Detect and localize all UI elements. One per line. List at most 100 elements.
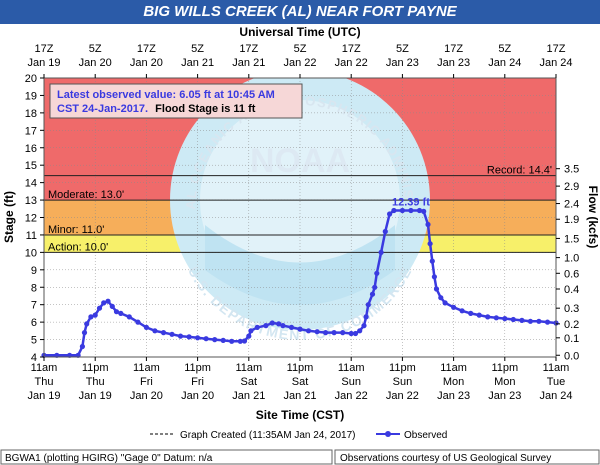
threshold-label: Record: 14.4' xyxy=(487,165,552,177)
footer-right-box xyxy=(334,449,600,465)
observed-point xyxy=(536,318,542,324)
observed-point xyxy=(331,330,337,336)
observed-point xyxy=(305,328,312,334)
footer-left-text: BGWA1 (plotting HGIRG) "Gage 0" Datum: n… xyxy=(5,453,213,464)
observed-point xyxy=(288,324,295,330)
observed-point xyxy=(352,330,359,337)
observed-point xyxy=(135,319,141,325)
observed-point xyxy=(203,336,209,342)
top-tick-label: Jan 19 xyxy=(27,57,60,69)
observed-point xyxy=(421,208,427,214)
left-tick-label: 6 xyxy=(31,317,37,329)
observed-point xyxy=(365,302,371,308)
observed-point xyxy=(476,312,482,318)
left-tick-label: 5 xyxy=(31,335,37,347)
observed-point xyxy=(391,207,397,214)
info-box-frame xyxy=(49,83,303,119)
observed-point xyxy=(378,249,384,255)
bottom-tick-label: Thu xyxy=(35,376,54,388)
observed-point xyxy=(297,326,303,332)
bottom-tick-label: Sat xyxy=(241,376,258,388)
bottom-tick-label: Jan 21 xyxy=(283,390,316,402)
observed-point xyxy=(96,305,103,311)
observed-point xyxy=(280,323,286,329)
observed-point xyxy=(519,317,525,323)
top-tick-label: Jan 22 xyxy=(283,57,316,69)
info-box-date: CST 24-Jan-2017. xyxy=(57,103,148,115)
bottom-tick-label: Fri xyxy=(191,376,204,388)
top-tick-label: 5Z xyxy=(89,43,102,55)
top-tick-label: Jan 21 xyxy=(181,57,214,69)
top-tick-label: 5Z xyxy=(396,43,409,55)
left-tick-label: 7 xyxy=(31,300,37,312)
observed-point xyxy=(459,308,465,314)
observed-point xyxy=(429,258,435,264)
info-box-line2: CST 24-Jan-2017. Flood Stage is 11 ft xyxy=(57,103,256,115)
observed-point xyxy=(374,270,380,276)
top-tick-label: Jan 24 xyxy=(488,57,521,69)
bottom-tick-label: 11am xyxy=(338,362,365,374)
observed-point xyxy=(254,324,260,330)
legend-observed-marker xyxy=(385,431,391,437)
right-tick-label: 1.9 xyxy=(564,214,579,226)
legend: Graph Created (11:35AM Jan 24, 2017) Obs… xyxy=(150,430,447,441)
bottom-tick-label: Jan 23 xyxy=(488,390,521,402)
observed-point xyxy=(195,335,201,341)
right-tick-label: 0.6 xyxy=(564,268,579,280)
left-tick-label: 15 xyxy=(25,160,37,172)
observed-point xyxy=(382,228,388,235)
bottom-tick-label: Jan 22 xyxy=(335,390,368,402)
bottom-tick-label: 11am xyxy=(543,362,570,374)
observed-point xyxy=(143,324,149,330)
observed-point xyxy=(84,321,90,327)
observed-point xyxy=(427,241,433,247)
footer-left-box xyxy=(0,449,333,465)
right-tick-label: 0.2 xyxy=(564,319,579,331)
observed-point xyxy=(113,309,120,315)
peak-value-label: 12.39 ft xyxy=(392,197,430,209)
observed-point xyxy=(399,207,405,214)
observed-point xyxy=(369,291,376,297)
observed-point xyxy=(177,333,184,339)
left-tick-label: 17 xyxy=(25,125,37,137)
bottom-tick-label: Thu xyxy=(86,376,105,388)
observed-point xyxy=(169,331,175,337)
observed-point xyxy=(269,320,275,326)
footer-right-text: Observations courtesy of US Geological S… xyxy=(340,453,551,464)
observed-point xyxy=(126,314,132,320)
top-tick-label: 17Z xyxy=(239,43,258,55)
top-tick-label: 5Z xyxy=(191,43,204,55)
bottom-tick-label: Jan 20 xyxy=(181,390,214,402)
observed-point xyxy=(493,315,499,321)
observed-point xyxy=(438,295,444,301)
observed-point xyxy=(502,316,508,322)
left-tick-label: 13 xyxy=(25,195,37,207)
observed-point xyxy=(212,337,218,343)
chart-title: BIG WILLS CREEK (AL) NEAR FORT PAYNE xyxy=(0,0,600,24)
left-tick-label: 19 xyxy=(25,90,37,102)
observed-point xyxy=(248,328,254,334)
top-tick-label: 17Z xyxy=(35,43,54,55)
bottom-tick-label: Jan 20 xyxy=(130,390,163,402)
bottom-tick-label: Sun xyxy=(393,376,413,388)
top-tick-label: 5Z xyxy=(294,43,307,55)
axes: 4 5 6 7 8 9 10 11 12 13 14 15 16 17 18 19 20 0.0 0.1 0.2 0.3… xyxy=(25,43,580,402)
observed-point xyxy=(510,316,516,323)
bottom-tick-label: 11am xyxy=(235,362,262,374)
observed-point xyxy=(101,300,107,306)
observed-point xyxy=(425,221,431,228)
observed-point xyxy=(263,323,269,329)
observed-point xyxy=(246,333,252,339)
top-tick-label: Jan 22 xyxy=(335,57,368,69)
observed-point xyxy=(431,274,437,280)
observed-point xyxy=(416,207,423,214)
top-axis-title: Universal Time (UTC) xyxy=(239,25,360,39)
observed-point xyxy=(79,343,85,350)
bottom-tick-label: Sat xyxy=(292,376,309,388)
left-tick-label: 8 xyxy=(31,282,37,294)
observed-point xyxy=(276,321,282,327)
right-tick-label: 3.5 xyxy=(564,164,579,176)
top-tick-label: Jan 20 xyxy=(130,57,163,69)
observed-point xyxy=(314,329,320,335)
